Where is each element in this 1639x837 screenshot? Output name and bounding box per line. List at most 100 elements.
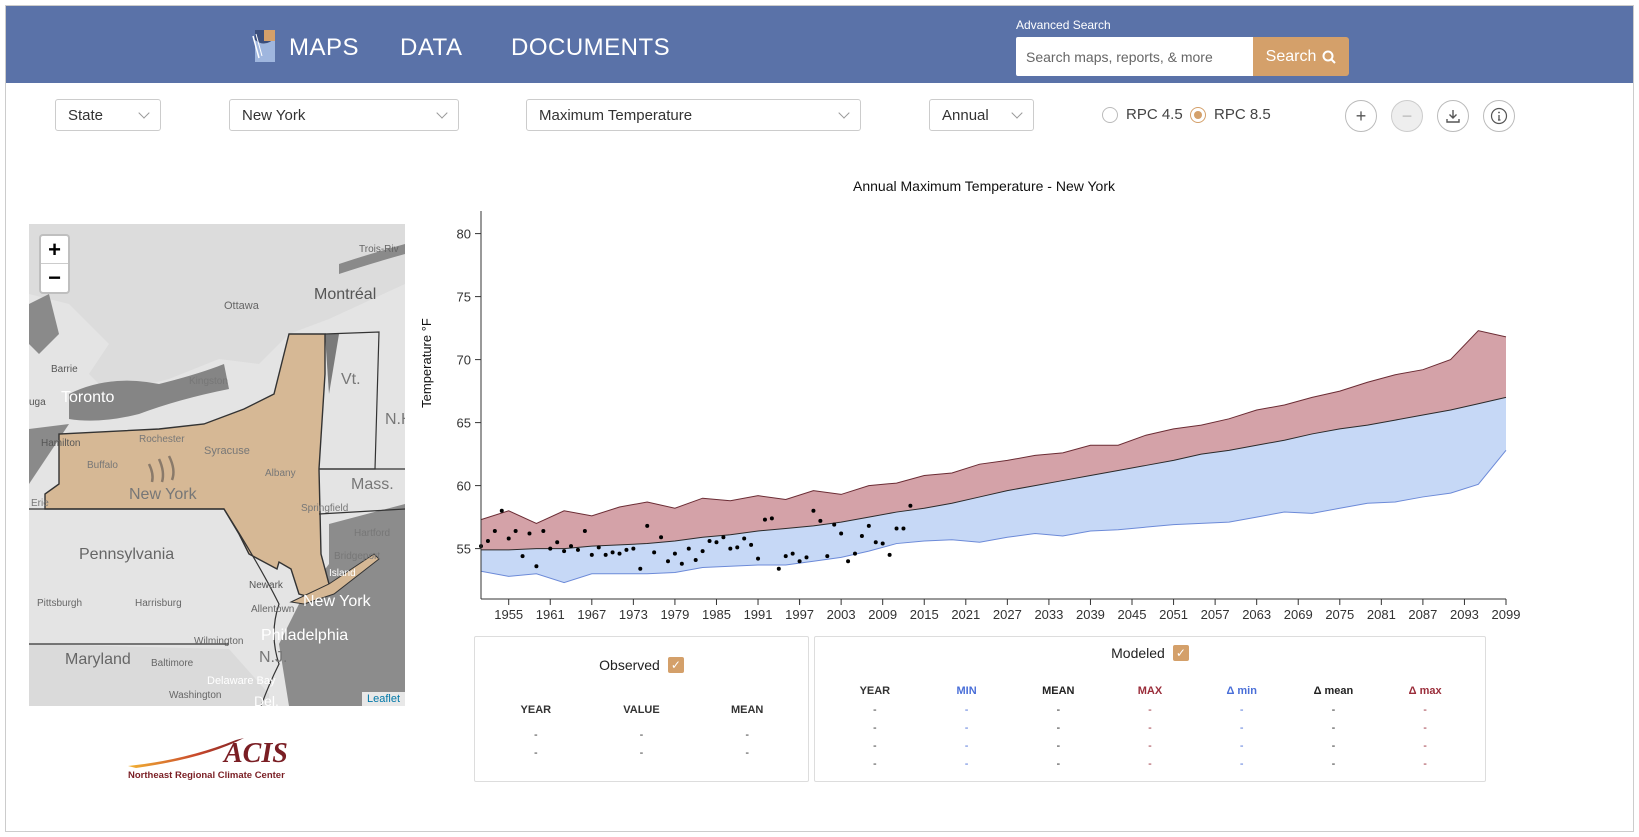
- observed-point[interactable]: [672, 551, 677, 556]
- observed-point[interactable]: [859, 534, 864, 538]
- observed-point[interactable]: [686, 546, 691, 551]
- observed-point[interactable]: [499, 508, 504, 513]
- map-canvas[interactable]: Trois-Riv Ottawa Montréal Barrie Toronto…: [29, 224, 405, 706]
- observed-point[interactable]: [762, 517, 767, 522]
- observed-point[interactable]: [513, 528, 518, 533]
- observed-point[interactable]: [652, 550, 657, 555]
- area-type-select[interactable]: State: [55, 99, 161, 131]
- observed-col-header[interactable]: YEAR: [520, 704, 552, 716]
- nav-data[interactable]: DATA: [400, 34, 463, 61]
- modeled-col-header[interactable]: MIN: [956, 685, 977, 697]
- area-select[interactable]: New York: [229, 99, 459, 131]
- observed-point[interactable]: [804, 555, 809, 560]
- observed-point[interactable]: [638, 566, 643, 571]
- modeled-col-header[interactable]: MEAN: [1042, 685, 1075, 697]
- observed-point[interactable]: [714, 540, 719, 545]
- observed-point[interactable]: [728, 546, 733, 551]
- rpc85-radio[interactable]: RPC 8.5: [1190, 106, 1271, 123]
- observed-point[interactable]: [887, 552, 892, 557]
- observed-point[interactable]: [894, 526, 899, 531]
- observed-point[interactable]: [756, 556, 761, 561]
- maps-logo-icon[interactable]: [251, 28, 277, 64]
- observed-point[interactable]: [596, 545, 601, 550]
- observed-point[interactable]: [783, 554, 788, 559]
- observed-point[interactable]: [603, 552, 608, 557]
- search-input[interactable]: [1016, 37, 1253, 76]
- observed-col-header[interactable]: MEAN: [730, 704, 764, 716]
- observed-point[interactable]: [700, 549, 705, 554]
- observed-point[interactable]: [562, 549, 567, 554]
- radio-checked-icon[interactable]: [1190, 106, 1206, 123]
- observed-point[interactable]: [769, 516, 774, 521]
- zoom-out-button[interactable]: −: [1391, 100, 1423, 132]
- observed-point[interactable]: [790, 551, 795, 556]
- observed-point[interactable]: [645, 523, 650, 528]
- observed-point[interactable]: [506, 536, 511, 541]
- rpc45-radio[interactable]: RPC 4.5: [1102, 106, 1183, 123]
- nav-documents[interactable]: DOCUMENTS: [511, 34, 671, 61]
- observed-point[interactable]: [908, 503, 913, 508]
- observed-point[interactable]: [631, 546, 636, 551]
- observed-point[interactable]: [832, 522, 837, 527]
- modeled-col-header[interactable]: YEAR: [859, 685, 891, 697]
- observed-point[interactable]: [852, 551, 857, 556]
- observed-point[interactable]: [569, 544, 574, 549]
- observed-point[interactable]: [839, 531, 844, 536]
- observed-checkbox[interactable]: ✓: [667, 657, 684, 673]
- advanced-search-label[interactable]: Advanced Search: [1016, 18, 1111, 32]
- modeled-col-header[interactable]: MAX: [1137, 685, 1163, 697]
- observed-point[interactable]: [624, 547, 629, 552]
- observed-point[interactable]: [582, 528, 587, 533]
- observed-point[interactable]: [485, 539, 490, 544]
- observed-point[interactable]: [721, 535, 726, 540]
- observed-point[interactable]: [693, 557, 698, 562]
- observed-point[interactable]: [818, 518, 823, 523]
- observed-point[interactable]: [749, 542, 754, 547]
- modeled-checkbox[interactable]: ✓: [1172, 645, 1189, 661]
- observed-point[interactable]: [880, 541, 885, 546]
- observed-point[interactable]: [610, 550, 615, 555]
- observed-point[interactable]: [776, 566, 781, 571]
- zoom-in-button[interactable]: +: [1345, 100, 1377, 132]
- observed-point[interactable]: [575, 547, 580, 552]
- observed-point[interactable]: [589, 552, 594, 557]
- modeled-col-header[interactable]: Δ min: [1226, 685, 1257, 697]
- modeled-col-header[interactable]: Δ max: [1408, 685, 1442, 697]
- observed-col-header[interactable]: VALUE: [623, 704, 660, 716]
- observed-point[interactable]: [866, 523, 871, 528]
- observed-point[interactable]: [492, 528, 497, 533]
- observed-point[interactable]: [617, 551, 622, 556]
- observed-point[interactable]: [846, 559, 851, 564]
- map-label: Allentown: [251, 604, 294, 615]
- observed-point[interactable]: [679, 561, 684, 566]
- observed-point[interactable]: [735, 545, 740, 550]
- observed-point[interactable]: [707, 539, 712, 544]
- modeled-cell: -: [1056, 758, 1061, 770]
- observed-point[interactable]: [825, 554, 830, 559]
- download-button[interactable]: [1437, 100, 1469, 132]
- observed-point[interactable]: [811, 508, 816, 513]
- map-zoom-out-button[interactable]: −: [48, 265, 61, 290]
- observed-point[interactable]: [797, 559, 802, 564]
- observed-point[interactable]: [742, 536, 747, 541]
- observed-point[interactable]: [659, 535, 664, 540]
- observed-point[interactable]: [541, 528, 546, 533]
- observed-point[interactable]: [520, 554, 525, 559]
- variable-select[interactable]: Maximum Temperature: [526, 99, 861, 131]
- observed-point[interactable]: [548, 546, 553, 551]
- observed-point[interactable]: [873, 540, 878, 545]
- nav-maps[interactable]: MAPS: [289, 34, 360, 61]
- modeled-col-header[interactable]: Δ mean: [1313, 685, 1354, 697]
- observed-point[interactable]: [534, 564, 539, 569]
- search-button[interactable]: Search: [1253, 37, 1349, 76]
- leaflet-attribution-link[interactable]: Leaflet: [361, 692, 405, 706]
- radio-unchecked-icon[interactable]: [1102, 106, 1118, 123]
- season-select[interactable]: Annual: [929, 99, 1034, 131]
- observed-point[interactable]: [527, 531, 532, 536]
- state-map[interactable]: Trois-Riv Ottawa Montréal Barrie Toronto…: [29, 224, 405, 706]
- map-zoom-in-button[interactable]: +: [41, 236, 68, 264]
- observed-point[interactable]: [901, 526, 906, 531]
- info-button[interactable]: [1483, 100, 1515, 132]
- observed-point[interactable]: [555, 540, 560, 545]
- observed-point[interactable]: [665, 559, 670, 564]
